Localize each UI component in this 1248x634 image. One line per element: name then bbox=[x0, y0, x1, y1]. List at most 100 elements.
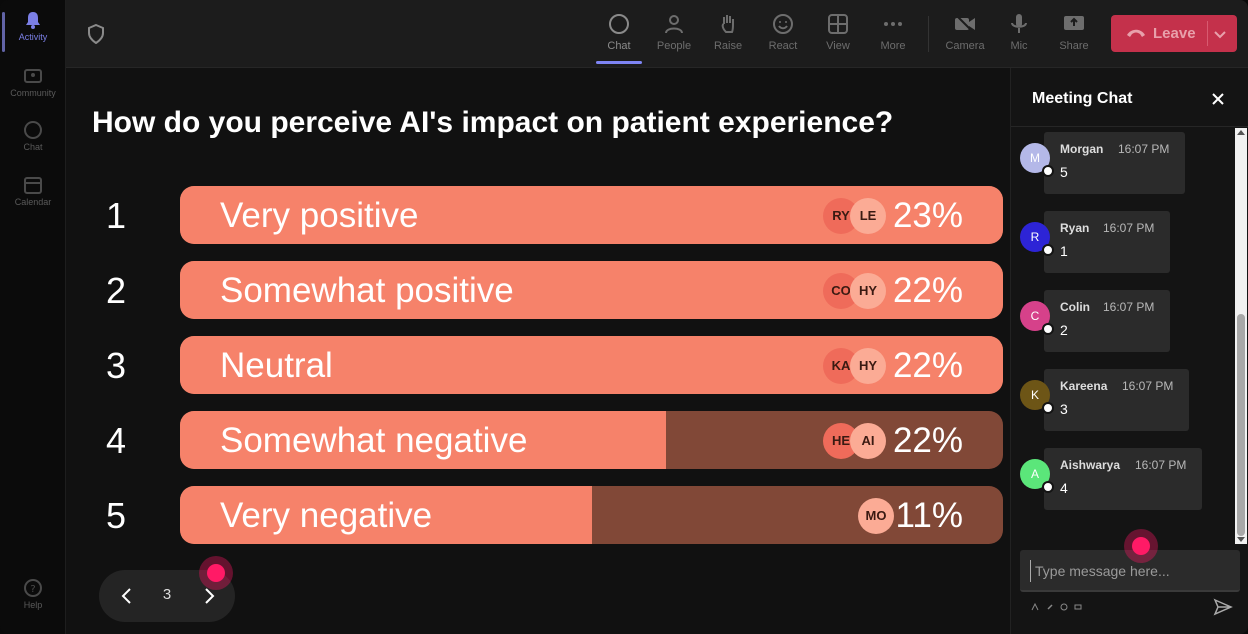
presence-status bbox=[1042, 165, 1054, 177]
avatar[interactable]: C bbox=[1020, 301, 1054, 335]
option-percent: 22% bbox=[892, 421, 963, 460]
option-label: Somewhat positive bbox=[220, 271, 514, 310]
leave-button[interactable]: Leave bbox=[1111, 15, 1237, 52]
chat-message[interactable]: Morgan 16:07 PM 5 bbox=[1044, 132, 1185, 194]
message-text: 3 bbox=[1060, 401, 1068, 417]
voter-avatar: AI bbox=[850, 423, 886, 459]
poll-option-bar[interactable]: Somewhat positive CO HY 22% bbox=[180, 261, 1003, 319]
share-icon bbox=[1064, 16, 1084, 30]
bell-icon bbox=[26, 12, 40, 29]
message-time: 16:07 PM bbox=[1103, 221, 1155, 235]
option-fill bbox=[180, 411, 666, 469]
option-percent: 22% bbox=[892, 346, 963, 385]
chevron-right-icon[interactable] bbox=[199, 586, 219, 606]
avatar[interactable]: A bbox=[1020, 459, 1054, 493]
rail-item-chat[interactable]: Chat bbox=[0, 120, 66, 152]
rail-item-activity[interactable]: Activity bbox=[0, 10, 66, 52]
app-rail: Activity Community Chat Calendar ? Help bbox=[0, 0, 66, 634]
message-input[interactable] bbox=[1030, 560, 1230, 582]
avatar-initial: R bbox=[1030, 230, 1040, 244]
chat-message[interactable]: Kareena 16:07 PM 3 bbox=[1044, 369, 1189, 431]
rail-label: Chat bbox=[23, 142, 43, 152]
chevron-left-icon[interactable] bbox=[117, 586, 137, 606]
gif-icon[interactable] bbox=[1074, 603, 1082, 611]
more-label: More bbox=[880, 40, 906, 52]
smiley-icon bbox=[773, 14, 793, 34]
phone-hangup-icon bbox=[1127, 29, 1145, 37]
send-icon[interactable] bbox=[1213, 598, 1233, 616]
rail-label: Community bbox=[10, 88, 56, 98]
meeting-chat-panel: Meeting Chat Morgan 16:07 PM 5 M Ryan 16:07 P… bbox=[1010, 68, 1248, 634]
sender-name: Colin bbox=[1060, 300, 1090, 314]
share-label: Share bbox=[1059, 40, 1089, 52]
chevron-down-icon[interactable] bbox=[1213, 27, 1227, 41]
camera-button[interactable]: Camera bbox=[940, 12, 990, 52]
message-time: 16:07 PM bbox=[1103, 300, 1155, 314]
mic-button[interactable]: Mic bbox=[994, 12, 1044, 52]
rail-item-calendar[interactable]: Calendar bbox=[0, 175, 66, 207]
option-number: 1 bbox=[106, 195, 127, 236]
attach-icon[interactable] bbox=[1046, 603, 1054, 611]
avatar[interactable]: K bbox=[1020, 380, 1054, 414]
chat-icon bbox=[609, 14, 629, 34]
rail-item-community[interactable]: Community bbox=[0, 66, 66, 98]
scroll-thumb[interactable] bbox=[1237, 314, 1245, 536]
calendar-icon bbox=[24, 177, 42, 194]
message-text: 5 bbox=[1060, 164, 1068, 180]
sender-name: Morgan bbox=[1060, 142, 1104, 156]
scroll-down-arrow[interactable] bbox=[1237, 537, 1245, 542]
poll-option-bar[interactable]: Neutral KA HY 22% bbox=[180, 336, 1003, 394]
cursor-highlight bbox=[1124, 529, 1158, 563]
format-icon[interactable] bbox=[1031, 603, 1039, 611]
react-button[interactable]: React bbox=[758, 12, 808, 52]
view-button[interactable]: View bbox=[813, 12, 863, 52]
avatar[interactable]: M bbox=[1020, 143, 1054, 177]
chat-icon bbox=[24, 121, 42, 139]
poll-option-bar[interactable]: Somewhat negative HE AI 22% bbox=[180, 411, 1003, 469]
emoji-icon[interactable] bbox=[1060, 603, 1068, 611]
chat-message[interactable]: Aishwarya 16:07 PM 4 bbox=[1044, 448, 1202, 510]
message-text: 4 bbox=[1060, 480, 1068, 496]
raise-label: Raise bbox=[713, 40, 743, 52]
chat-message[interactable]: Colin 16:07 PM 2 bbox=[1044, 290, 1170, 352]
camera-off-icon bbox=[955, 14, 975, 34]
people-button[interactable]: People bbox=[649, 12, 699, 52]
presence-status bbox=[1042, 402, 1054, 414]
raise-hand-button[interactable]: Raise bbox=[703, 12, 753, 52]
meeting-toolbar: Chat People Raise React View More Camera bbox=[66, 0, 1248, 68]
option-label: Neutral bbox=[220, 346, 333, 385]
message-text: 1 bbox=[1060, 243, 1068, 259]
voter-avatar: MO bbox=[858, 498, 894, 534]
chat-title: Meeting Chat bbox=[1032, 90, 1133, 107]
chat-button[interactable]: Chat bbox=[594, 12, 644, 64]
presence-status bbox=[1042, 244, 1054, 256]
option-number: 2 bbox=[106, 270, 127, 311]
poll-option-bar[interactable]: Very negative MO 11% bbox=[180, 486, 1003, 544]
chat-scrollbar[interactable] bbox=[1235, 128, 1247, 544]
rail-item-help[interactable]: ? Help bbox=[0, 578, 66, 610]
page-number: 3 bbox=[162, 586, 172, 603]
poll-option-bar[interactable]: Very positive RY LE 23% bbox=[180, 186, 1003, 244]
close-icon[interactable] bbox=[1209, 90, 1227, 108]
voter-avatar: HY bbox=[850, 273, 886, 309]
option-percent: 23% bbox=[892, 196, 963, 235]
avatar-initial: M bbox=[1030, 151, 1040, 165]
option-percent: 22% bbox=[892, 271, 963, 310]
avatar[interactable]: R bbox=[1020, 222, 1054, 256]
more-button[interactable]: More bbox=[868, 12, 918, 52]
shield-icon[interactable] bbox=[86, 24, 106, 44]
option-fill bbox=[180, 486, 592, 544]
avatar-initial: C bbox=[1030, 309, 1040, 323]
scroll-up-arrow[interactable] bbox=[1237, 130, 1245, 135]
share-button[interactable]: Share bbox=[1049, 12, 1099, 52]
chat-message[interactable]: Ryan 16:07 PM 1 bbox=[1044, 211, 1170, 273]
mic-icon bbox=[1011, 14, 1027, 33]
presence-status bbox=[1042, 323, 1054, 335]
grid-icon bbox=[828, 14, 848, 34]
more-icon bbox=[884, 22, 902, 26]
message-compose-box[interactable] bbox=[1020, 550, 1240, 592]
option-number: 4 bbox=[106, 420, 127, 461]
voter-avatar: HY bbox=[850, 348, 886, 384]
poll-stage: How do you perceive AI's impact on patie… bbox=[66, 68, 1010, 634]
mic-label: Mic bbox=[1010, 40, 1028, 52]
